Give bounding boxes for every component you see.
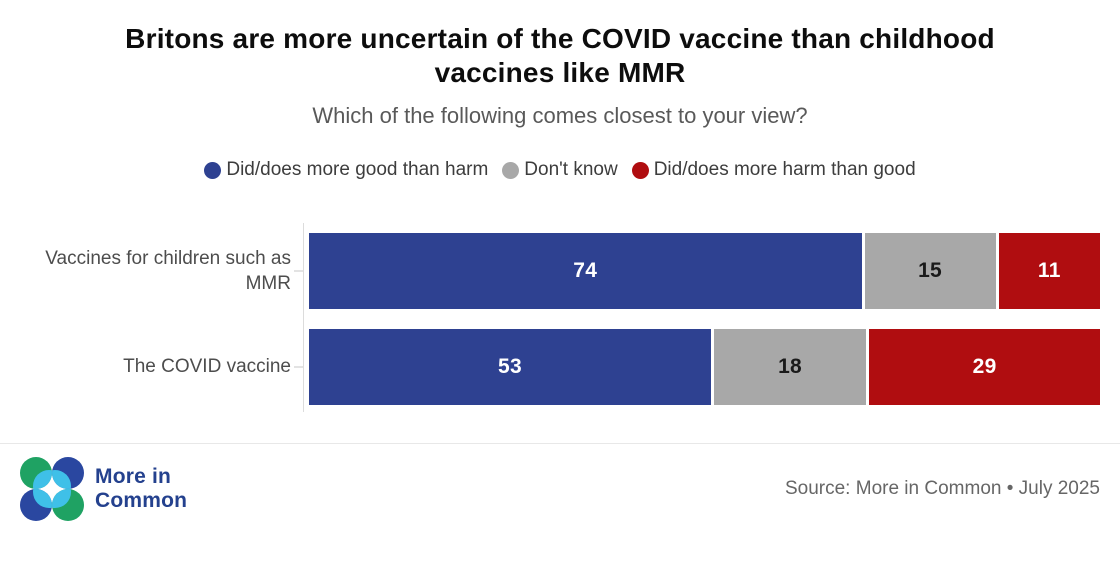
legend-label: Did/does more harm than good (653, 159, 916, 181)
chart-title: Britons are more uncertain of the COVID … (125, 23, 995, 89)
chart-subtitle: Which of the following comes closest to … (312, 103, 808, 129)
axis-tick (294, 270, 303, 273)
bar-segment: 53 (309, 329, 711, 406)
stacked-bar-chart: Vaccines for children such as MMR 74 15 11 T… (0, 223, 1100, 413)
footer: More in Common Source: More in Common • … (0, 443, 1120, 522)
bar-segment: 29 (869, 329, 1100, 406)
bar-row: Vaccines for children such as MMR 74 15 11 (0, 233, 1100, 310)
more-in-common-logo-icon (20, 457, 84, 522)
brand-wordmark: More in Common (95, 465, 187, 513)
axis-tick (294, 366, 303, 369)
legend-swatch-icon (502, 161, 520, 179)
value-label: 11 (1037, 259, 1061, 283)
legend-swatch-icon (204, 161, 222, 179)
legend-swatch-icon (631, 161, 649, 179)
value-label: 29 (972, 355, 997, 379)
value-label: 15 (918, 259, 943, 283)
brand-wordmark-line1: More in (95, 465, 172, 489)
bar-row: The COVID vaccine 53 18 29 (0, 329, 1100, 406)
bar-segment: 11 (998, 233, 1100, 310)
value-label: 74 (573, 259, 598, 283)
brand-wordmark-line2: Common (95, 489, 188, 513)
brand: More in Common (20, 457, 187, 522)
source-note: Source: More in Common • July 2025 (784, 478, 1100, 500)
bar-segment: 15 (864, 233, 996, 310)
value-label: 53 (497, 355, 522, 379)
category-label: The COVID vaccine (123, 356, 291, 378)
value-label: 18 (778, 355, 803, 379)
legend-item: Don't know (502, 159, 618, 181)
legend-item: Did/does more good than harm (204, 159, 488, 181)
y-axis-line (303, 223, 304, 413)
legend: Did/does more good than harm Don't know Di… (0, 159, 1120, 181)
stacked-bar: 74 15 11 (309, 233, 1100, 310)
category-label: Vaccines for children such as MMR (45, 247, 291, 295)
legend-label: Did/does more good than harm (226, 159, 489, 181)
legend-item: Did/does more harm than good (631, 159, 916, 181)
stacked-bar: 53 18 29 (309, 329, 1100, 406)
chart-canvas: Britons are more uncertain of the COVID … (0, 22, 1120, 565)
bar-segment: 74 (309, 233, 862, 310)
bar-segment: 18 (713, 329, 867, 406)
legend-label: Don't know (524, 159, 618, 181)
